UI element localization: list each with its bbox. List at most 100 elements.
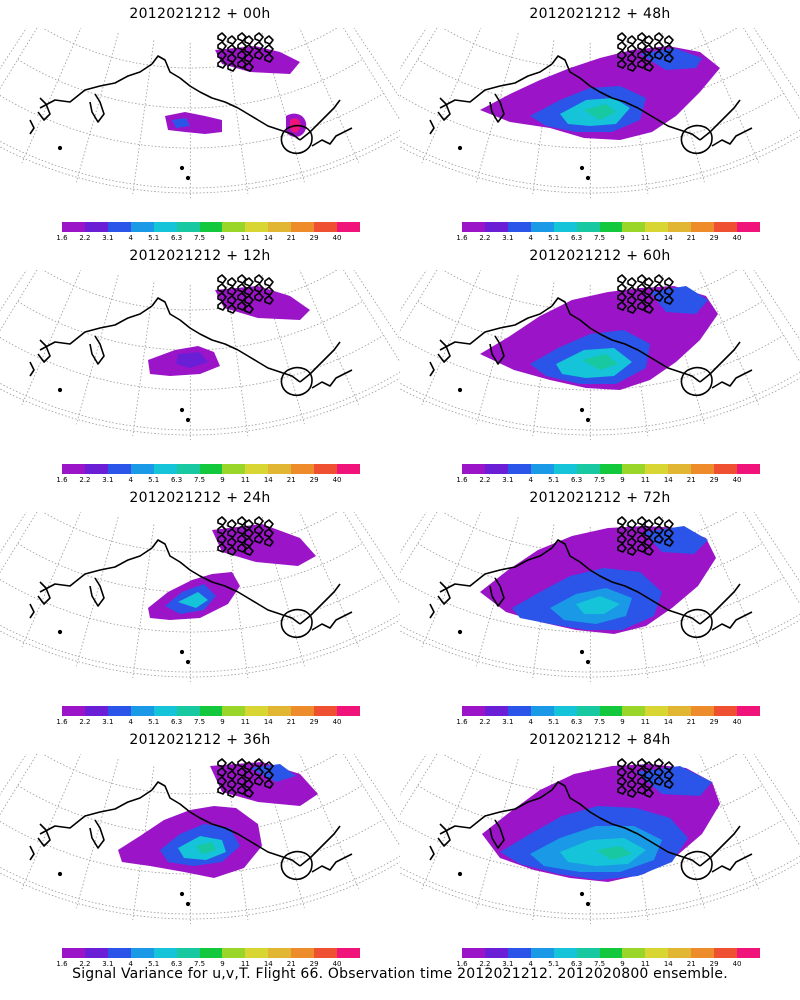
coastline-segment [637, 833, 701, 867]
coastlines [29, 274, 353, 423]
colorbar-tick-label: 4 [528, 960, 533, 968]
coastline-segment [29, 119, 35, 135]
meridian-line [343, 512, 400, 605]
colorbar-segment [622, 948, 646, 958]
colorbar-segment [130, 464, 154, 474]
colorbar-tick-label: 7.5 [193, 476, 206, 484]
colorbar-segment [622, 464, 646, 474]
coastline-segment [151, 297, 239, 351]
arctic-island [244, 286, 254, 296]
meridian-line [75, 758, 119, 909]
colorbar-segment [245, 464, 269, 474]
colorbar-segment [484, 948, 508, 958]
colorbar-tick-label: 11 [240, 234, 250, 242]
colorbar-tick-label: 4 [528, 718, 533, 726]
colorbar-tick-label: 1.6 [56, 234, 68, 242]
coastline-segment [89, 819, 105, 849]
arctic-island [227, 519, 237, 529]
variance-field [480, 286, 718, 390]
meridian-line [421, 270, 482, 406]
arctic-island [654, 292, 664, 302]
arctic-island [617, 283, 627, 293]
latitude-line [400, 576, 784, 633]
arctic-island [627, 62, 637, 72]
colorbar-tick-label: 1.6 [456, 960, 468, 968]
colorbar-segment [714, 464, 738, 474]
colorbar [62, 222, 360, 232]
colorbar-tick-label: 3.1 [102, 234, 114, 242]
arctic-island [654, 525, 664, 535]
colorbar-segment [245, 706, 269, 716]
panel-60h: 2012021212 + 60h 1.6 2.2 3.1 4 5.1 6.3 7.5 9 11 1… [400, 242, 800, 484]
coastline-segment [89, 577, 105, 607]
panel-72h: 2012021212 + 72h 1.6 2.2 3.1 4 5.1 6.3 7.5 9 11 1… [400, 484, 800, 726]
arctic-island [217, 785, 227, 795]
meridian-line [75, 32, 119, 183]
coastlines [29, 32, 353, 181]
colorbar-segment [645, 706, 669, 716]
coastline-segment [29, 361, 35, 377]
arctic-island [627, 519, 637, 529]
colorbar-segment [153, 464, 177, 474]
arctic-island [617, 767, 627, 777]
arctic-island [664, 779, 674, 789]
coastline-segment [299, 341, 341, 383]
panel-48h: 2012021212 + 48h 1.6 2.2 3.1 4 5.1 6.3 7.5 9 11 1… [400, 0, 800, 242]
arctic-island [254, 50, 264, 60]
arctic-island [627, 779, 637, 789]
polar-stereographic-map [0, 754, 400, 925]
coastline-segment [489, 335, 505, 365]
colorbar-segment [507, 464, 531, 474]
arctic-island [644, 304, 654, 314]
island [57, 871, 63, 877]
arctic-island [227, 537, 237, 547]
colorbar-segment [507, 948, 531, 958]
latitude-line [0, 129, 400, 189]
coastline-segment [39, 63, 153, 109]
arctic-island [644, 779, 654, 789]
coastline-segment [680, 124, 713, 154]
island [179, 649, 185, 655]
coastline-segment [299, 99, 341, 141]
colorbar [462, 222, 760, 232]
arctic-island [654, 758, 664, 768]
coastline-segment [439, 547, 553, 593]
colorbar-segment [599, 948, 623, 958]
colorbar-segment [507, 706, 531, 716]
variance-field [118, 762, 318, 878]
arctic-island [227, 53, 237, 63]
variance-field [482, 764, 720, 882]
arctic-island [217, 534, 227, 544]
colorbar-segment [691, 706, 715, 716]
arctic-island [217, 525, 227, 535]
coastline-segment [29, 603, 35, 619]
arctic-island [644, 528, 654, 538]
coastline-segment [237, 349, 301, 383]
coastline-segment [551, 297, 639, 351]
colorbar-segment [576, 706, 600, 716]
colorbar-segment [176, 222, 200, 232]
arctic-island [644, 761, 654, 771]
colorbar-segment [176, 706, 200, 716]
colorbar-tick-label: 2.2 [479, 718, 491, 726]
latitude-line [400, 334, 784, 391]
arctic-island [654, 534, 664, 544]
coastline-segment [489, 577, 505, 607]
colorbar [462, 464, 760, 474]
colorbar-tick-label: 6.3 [171, 718, 183, 726]
variance-contour [165, 112, 222, 134]
meridian-line [400, 754, 438, 816]
arctic-island [654, 283, 664, 293]
variance-contour [196, 842, 216, 854]
colorbar [62, 464, 360, 474]
coastline-segment [37, 823, 51, 847]
colorbar-segment [599, 706, 623, 716]
arctic-island [227, 761, 237, 771]
colorbar-segment [291, 948, 315, 958]
colorbar-tick-label: 3.1 [502, 960, 514, 968]
colorbar-tick-label: 1.6 [456, 234, 468, 242]
arctic-island [654, 516, 664, 526]
colorbar-tick-label: 2.2 [479, 960, 491, 968]
colorbar-tick-label: 2.2 [79, 960, 91, 968]
arctic-island [664, 53, 674, 63]
